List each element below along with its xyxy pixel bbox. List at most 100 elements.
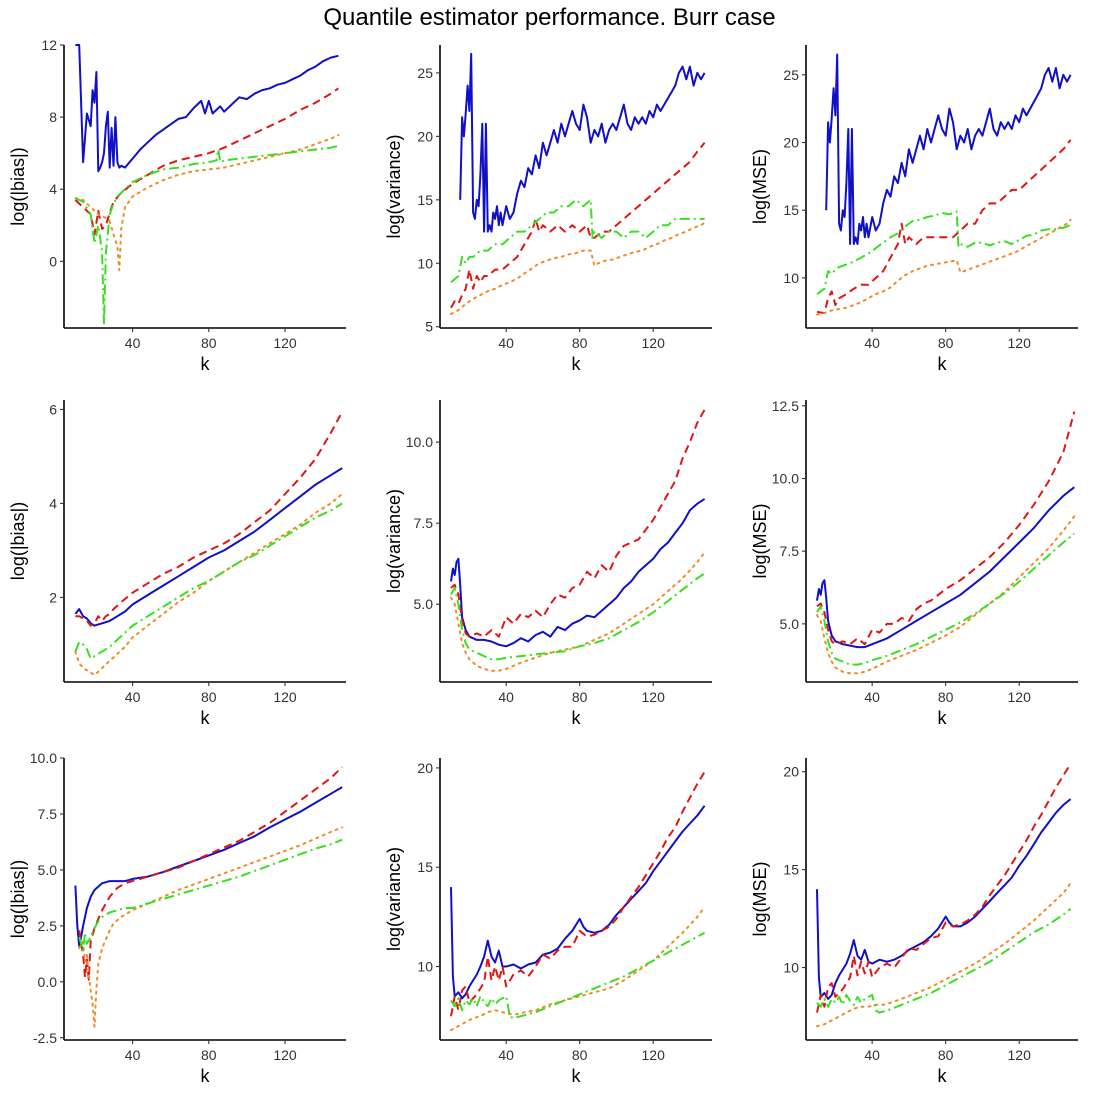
y-axis-title: log(MSE) — [750, 861, 770, 936]
series-line-dashed — [816, 411, 1076, 646]
y-tick-label: 15 — [783, 862, 799, 878]
x-tick-label: 40 — [125, 1047, 141, 1063]
y-tick-label: 0.0 — [38, 974, 58, 990]
series-line-dotted — [74, 493, 344, 676]
y-tick-label: 25 — [783, 67, 799, 83]
panel-r3-c2: 10 15 20 40 80 120 k log(variance) — [384, 758, 712, 1086]
panel-r2-c1: 2 4 6 40 80 120 k log(|bias|) — [8, 400, 346, 728]
y-tick-label: 10 — [417, 255, 433, 271]
y-tick-label: 20 — [417, 128, 433, 144]
series-line-dashed — [75, 411, 344, 627]
x-tick-label: 80 — [201, 1047, 217, 1063]
series-line-dotted — [450, 905, 706, 1032]
y-tick-label: 20 — [417, 760, 433, 776]
y-tick-label: 10.0 — [406, 434, 433, 450]
y-tick-label: 15 — [417, 859, 433, 875]
series-line-solid — [816, 486, 1075, 649]
x-axis-title: k — [572, 1066, 582, 1086]
x-axis-title: k — [572, 354, 582, 374]
series-line-dotted — [74, 134, 340, 272]
panel-r1-c1: 0 4 8 12 40 80 120 k log(|bias|) — [8, 37, 346, 374]
y-tick-label: 20 — [783, 134, 799, 150]
series-line-dashed — [450, 142, 706, 309]
panel-r2-c2: 5.0 7.5 10.0 40 80 120 k log(variance) — [384, 400, 712, 728]
x-tick-label: 120 — [642, 335, 666, 351]
x-tick-label: 120 — [642, 689, 666, 705]
series-line-dashed — [450, 409, 706, 638]
x-axis-title: k — [938, 354, 948, 374]
y-tick-label: 5.0 — [780, 616, 800, 632]
y-axis-title: log(|bias|) — [8, 502, 28, 580]
x-axis-title: k — [938, 708, 948, 728]
x-tick-label: 80 — [201, 689, 217, 705]
y-axis-title: log(MSE) — [750, 149, 770, 224]
series-line-dotdash — [74, 502, 343, 660]
x-axis-title: k — [572, 708, 582, 728]
x-tick-label: 40 — [125, 689, 141, 705]
x-tick-label: 120 — [1008, 1047, 1032, 1063]
series-line-dashed — [816, 139, 1072, 315]
panel-r3-c1: -2.5 0.0 2.5 5.0 7.5 10.0 40 80 120 k log(|bias|) — [8, 750, 346, 1086]
series-line-solid — [75, 44, 339, 173]
x-axis-title: k — [201, 708, 211, 728]
x-tick-label: 120 — [642, 1047, 666, 1063]
x-tick-label: 40 — [864, 1047, 880, 1063]
series-line-dotdash — [450, 931, 706, 1020]
y-tick-label: 10.0 — [30, 750, 57, 766]
series-line-dashed — [78, 766, 343, 981]
panel-r3-c3: 10 15 20 40 80 120 k log(MSE) — [750, 758, 1078, 1086]
x-tick-label: 120 — [1008, 689, 1032, 705]
series-line-solid — [74, 786, 343, 947]
panel-r1-c3: 10 15 20 25 40 80 120 k log(MSE) — [750, 45, 1078, 374]
panel-r1-c2: 5 10 15 20 25 40 80 120 k log(variance) — [384, 45, 712, 374]
series-line-dotdash — [450, 572, 706, 661]
x-tick-label: 80 — [201, 335, 217, 351]
y-tick-label: 5.0 — [38, 862, 58, 878]
y-tick-label: 7.5 — [780, 543, 800, 559]
y-tick-label: 10.0 — [772, 470, 799, 486]
y-tick-label: 15 — [783, 202, 799, 218]
y-tick-label: 7.5 — [414, 515, 434, 531]
x-tick-label: 40 — [498, 1047, 514, 1063]
series-line-dashed — [816, 763, 1072, 1013]
y-tick-label: 12 — [41, 37, 57, 53]
y-tick-label: 2 — [49, 589, 57, 605]
series-line-solid — [816, 798, 1072, 1000]
figure-title: Quantile estimator performance. Burr cas… — [323, 4, 776, 31]
series-line-solid — [450, 498, 706, 648]
x-tick-label: 40 — [498, 689, 514, 705]
x-tick-label: 80 — [938, 689, 954, 705]
y-tick-label: 10 — [783, 270, 799, 286]
x-tick-label: 80 — [938, 335, 954, 351]
x-tick-label: 120 — [273, 689, 297, 705]
series-line-solid — [74, 467, 343, 627]
y-tick-label: 25 — [417, 65, 433, 81]
series-line-dotdash — [74, 144, 339, 326]
series-line-solid — [450, 805, 706, 1000]
x-tick-label: 80 — [572, 335, 588, 351]
series-line-dotted — [78, 826, 344, 1028]
y-tick-label: 7.5 — [38, 806, 58, 822]
y-axis-title: log(MSE) — [750, 503, 770, 578]
y-axis-title: log(variance) — [384, 847, 404, 951]
series-line-dotted — [816, 882, 1072, 1028]
y-tick-label: 12.5 — [772, 398, 799, 414]
series-line-solid — [459, 52, 706, 233]
x-tick-label: 40 — [864, 335, 880, 351]
y-tick-label: 10 — [417, 959, 433, 975]
y-tick-label: 15 — [417, 192, 433, 208]
y-axis-title: log(variance) — [384, 134, 404, 238]
series-line-dashed — [74, 87, 339, 236]
series-line-dotted — [816, 218, 1072, 316]
series-line-solid — [825, 53, 1072, 245]
x-tick-label: 80 — [938, 1047, 954, 1063]
series-line-dotdash — [816, 532, 1075, 666]
y-tick-label: 10 — [783, 960, 799, 976]
series-line-dotdash — [816, 908, 1072, 1014]
x-tick-label: 120 — [273, 1047, 297, 1063]
series-line-dotdash — [450, 198, 705, 284]
y-tick-label: 20 — [783, 764, 799, 780]
y-tick-label: 5.0 — [414, 596, 434, 612]
x-tick-label: 40 — [864, 689, 880, 705]
